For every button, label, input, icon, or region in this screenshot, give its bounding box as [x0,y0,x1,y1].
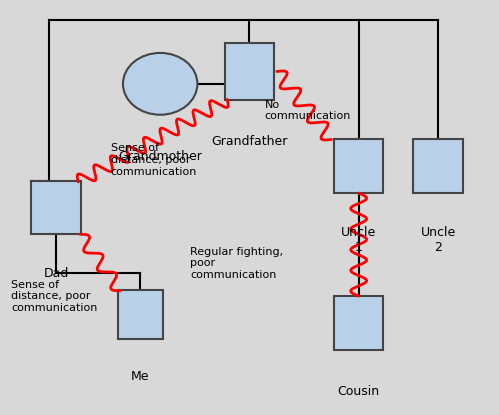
Text: Grandfather: Grandfather [211,135,288,148]
FancyBboxPatch shape [334,296,383,350]
FancyBboxPatch shape [225,43,274,100]
Text: Grandmother: Grandmother [118,150,202,163]
Text: Me: Me [131,370,150,383]
Text: Regular fighting,
poor
communication: Regular fighting, poor communication [190,247,283,280]
FancyBboxPatch shape [31,181,81,234]
Text: Cousin: Cousin [338,385,380,398]
Text: Sense of
distance, poor
communication: Sense of distance, poor communication [11,280,98,313]
Text: Uncle
1: Uncle 1 [341,226,376,254]
Circle shape [123,53,198,115]
FancyBboxPatch shape [118,290,163,339]
FancyBboxPatch shape [334,139,383,193]
FancyBboxPatch shape [413,139,463,193]
Text: Sense of
distance, poor
communication: Sense of distance, poor communication [111,144,197,177]
Text: Dad: Dad [43,267,69,280]
Text: Uncle
2: Uncle 2 [421,226,456,254]
Text: No
communication: No communication [264,100,351,122]
